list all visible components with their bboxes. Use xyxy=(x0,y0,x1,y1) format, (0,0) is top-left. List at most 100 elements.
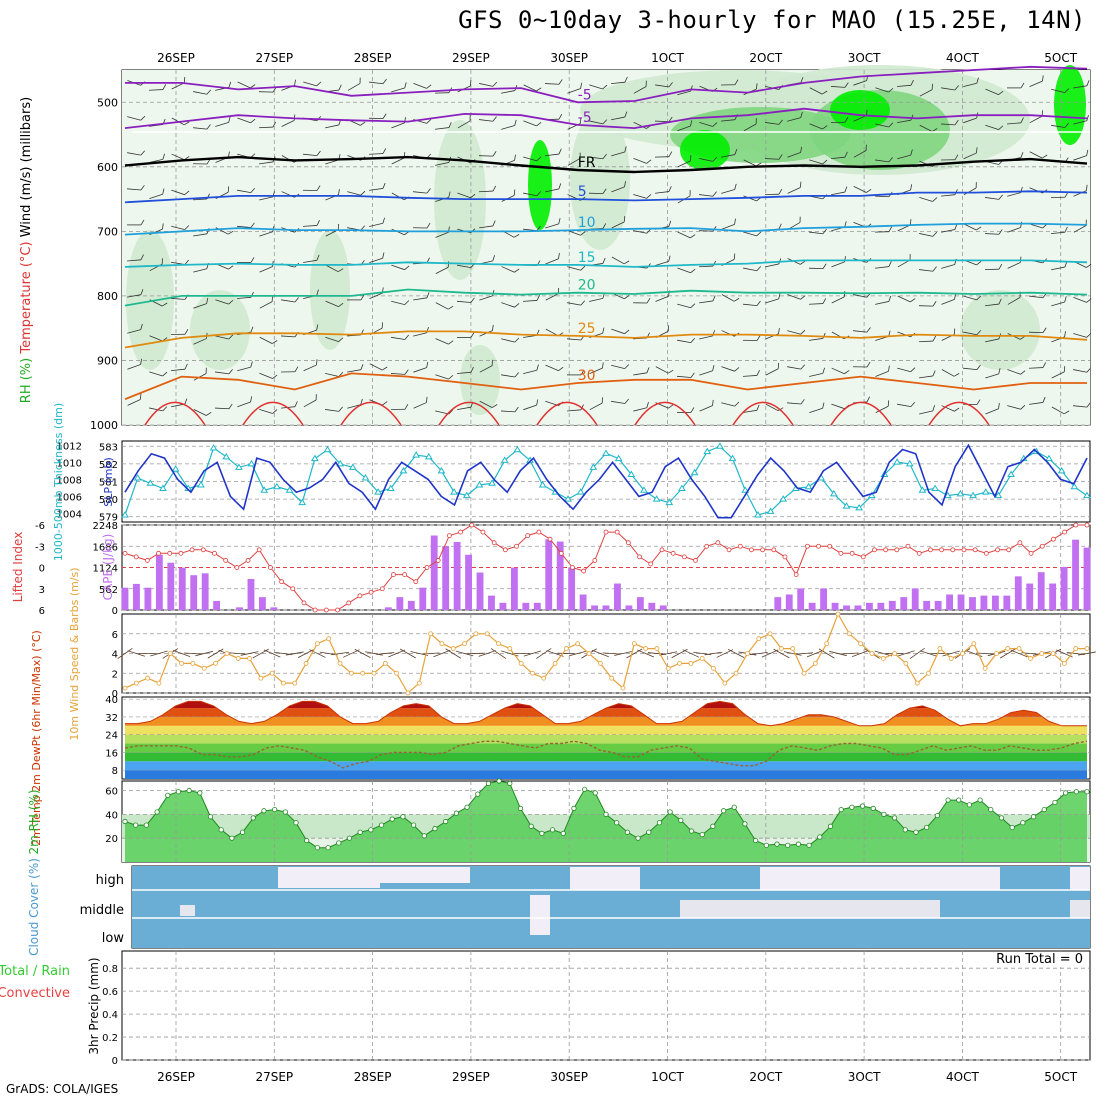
wind-barb xyxy=(1073,367,1092,373)
wind-barb-10m xyxy=(568,650,587,657)
wind-barb xyxy=(479,400,498,408)
dewpoint-line xyxy=(124,740,1088,769)
wind-barb xyxy=(347,294,365,301)
wind-barb xyxy=(699,295,716,304)
wind-barb xyxy=(852,327,871,333)
wind-barb xyxy=(1050,192,1069,198)
li-point xyxy=(1039,543,1045,549)
wind-speed-point xyxy=(201,665,207,671)
rh-area xyxy=(125,781,1087,862)
wind-barb xyxy=(699,156,718,162)
cape-bar xyxy=(190,575,198,610)
wind-barb xyxy=(611,398,629,404)
wind-speed-point xyxy=(869,651,875,656)
rh-point xyxy=(539,830,545,837)
thickness-point xyxy=(627,470,636,477)
wind-barb xyxy=(963,223,982,231)
isotherm-label: 25 xyxy=(578,321,596,337)
cape-bar xyxy=(144,587,152,610)
wind-barb-10m xyxy=(376,652,395,655)
date-label-bottom: 4OCT xyxy=(946,1070,979,1084)
thickness-point xyxy=(1045,454,1053,462)
wind-speed-point xyxy=(779,646,784,651)
wind-barb xyxy=(742,370,760,377)
li-point xyxy=(212,550,217,556)
rh-point xyxy=(175,789,182,795)
li-point xyxy=(480,529,486,535)
li-point xyxy=(693,558,698,563)
wind-barb xyxy=(721,183,737,194)
rh-point xyxy=(346,835,353,841)
wind-barb xyxy=(390,404,409,410)
rh-point xyxy=(592,790,598,796)
isotherm-line xyxy=(124,190,1088,204)
cape-bar xyxy=(659,605,667,610)
thickness-point xyxy=(323,445,332,453)
li-point xyxy=(972,547,978,553)
li-point xyxy=(749,547,754,553)
wind-speed-point xyxy=(179,660,184,666)
wind-barb xyxy=(875,157,893,163)
isotherm-line xyxy=(124,155,1088,174)
wind-ylabel: 10m Wind Speed & Barbs (m/s) xyxy=(68,567,81,740)
wind-speed-point xyxy=(824,641,830,647)
wind-barb xyxy=(522,295,540,302)
wind-barb xyxy=(325,406,343,412)
cape-bar xyxy=(1014,576,1022,610)
wind-barb xyxy=(149,188,165,199)
rh-point xyxy=(966,802,973,808)
wind-barb xyxy=(500,406,519,413)
date-label-top: 1OCT xyxy=(651,51,684,65)
cape-bar xyxy=(442,546,450,610)
cloud-row-label: middle xyxy=(80,903,124,918)
wind-barb xyxy=(259,372,278,379)
date-label-bottom: 2OCT xyxy=(749,1070,782,1084)
wind-barb xyxy=(237,187,256,194)
rh-point xyxy=(389,816,395,822)
wind-speed-point xyxy=(801,670,807,676)
rh-point xyxy=(720,808,727,814)
li-point xyxy=(200,547,206,553)
wind-barb xyxy=(258,121,277,129)
thickness-point xyxy=(754,510,762,518)
wind-barb xyxy=(633,194,652,199)
li-point xyxy=(637,554,642,560)
y-tick-label: 0 xyxy=(112,1056,118,1067)
wind-speed-point xyxy=(914,680,920,686)
date-label-bottom: 1OCT xyxy=(651,1070,684,1084)
li-point xyxy=(279,579,285,585)
thickness-point xyxy=(728,454,737,462)
wind-barb-10m xyxy=(909,648,925,659)
wind-barb xyxy=(390,369,409,375)
cape-bar xyxy=(545,539,553,610)
li-point xyxy=(223,558,229,563)
rh-point xyxy=(1084,789,1090,795)
wind-speed-point xyxy=(722,680,728,686)
wind-speed-point xyxy=(133,680,139,686)
rh-point xyxy=(154,809,160,815)
wind-barb-10m xyxy=(1010,649,1028,658)
date-label-top: 27SEP xyxy=(255,51,293,65)
wind-barb xyxy=(435,409,454,415)
y-tick-label: 1000 xyxy=(90,419,118,432)
li-point xyxy=(469,522,475,528)
wind-barb xyxy=(369,78,387,85)
precip-total-label: Total / Rain xyxy=(0,964,70,979)
li-point xyxy=(558,550,564,556)
wind-barb xyxy=(501,337,520,343)
y-tick-label: 700 xyxy=(97,225,118,238)
thickness-point xyxy=(247,459,256,467)
wind-barb xyxy=(237,257,255,263)
y-tick-label: 2 xyxy=(112,669,118,680)
isotherm-line xyxy=(125,65,1088,104)
cape-tick-label: 1124 xyxy=(93,564,118,575)
date-label-top: 28SEP xyxy=(354,51,392,65)
rh-point xyxy=(913,829,919,835)
rh-point xyxy=(549,827,556,833)
wind-barb xyxy=(1029,396,1046,405)
wind-barb xyxy=(963,77,979,87)
wind-barb xyxy=(809,87,828,95)
li-point xyxy=(838,550,844,556)
wind-barb xyxy=(853,144,867,158)
